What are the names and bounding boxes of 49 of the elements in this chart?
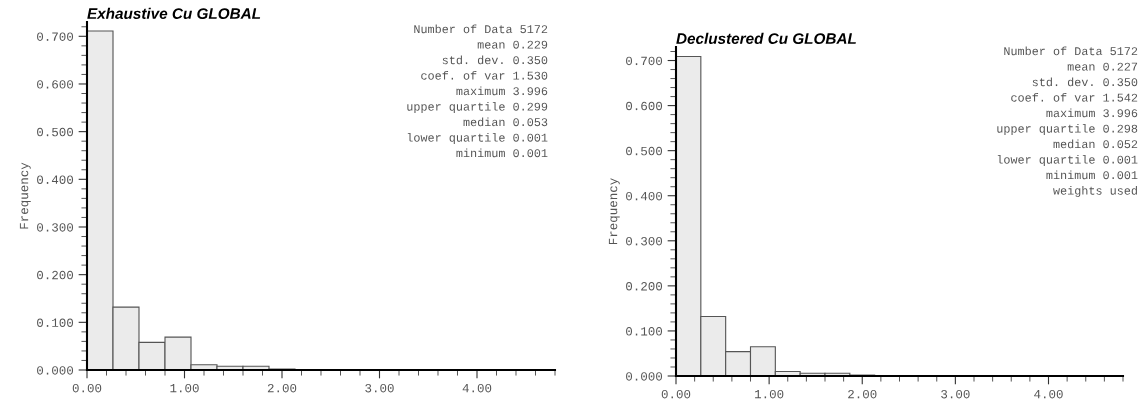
y-tick-label: 0.300 [37, 223, 74, 232]
annotation: std. dev. 0.350 [442, 55, 548, 65]
y-tick-label: 0.200 [626, 282, 663, 291]
y-tick-label: 0.500 [626, 146, 663, 156]
annotation: mean 0.227 [1067, 62, 1138, 71]
y-tick-label: 0.600 [626, 101, 663, 111]
annotation: mean 0.229 [477, 40, 548, 49]
annotation: coef. of var 1.530 [421, 71, 548, 80]
y-tick-label: 0.200 [37, 270, 74, 280]
annotation: lower quartile 0.001 [997, 155, 1138, 166]
x-tick-label: 4.00 [462, 383, 492, 393]
annotation: lower quartile 0.001 [407, 133, 548, 144]
y-tick-label: 0.700 [37, 32, 74, 41]
annotation: std. dev. 0.350 [1032, 77, 1138, 87]
y-tick-label: 0.100 [37, 318, 74, 327]
annotation: minimum 0.001 [456, 148, 548, 158]
x-tick-label: 2.00 [848, 389, 877, 399]
annotation: maximum 3.996 [1046, 108, 1138, 118]
annotation: Number of Data 5172 [414, 24, 548, 34]
y-tick-label: 0.100 [626, 327, 663, 336]
x-tick-label: 3.00 [941, 389, 970, 399]
annotation: coef. of var 1.542 [1011, 93, 1138, 102]
annotation: Number of Data 5172 [1004, 46, 1138, 56]
y-tick-label: 0.400 [37, 175, 74, 184]
x-tick-label: 2.00 [267, 383, 297, 393]
y-tick-label: 0.400 [626, 191, 663, 201]
y-tick-label: 0.000 [37, 366, 74, 375]
chart-title: Declustered Cu GLOBAL [676, 32, 856, 44]
y-tick-label: 0.500 [37, 127, 74, 137]
y-axis-title: Frequency [608, 178, 620, 245]
x-tick-label: 0.00 [661, 389, 691, 399]
x-tick-label: 3.00 [365, 383, 394, 393]
annotation: maximum 3.996 [456, 86, 548, 96]
x-tick-label: 1.00 [755, 389, 784, 399]
x-tick-label: 0.00 [72, 383, 102, 393]
annotation: weights used [1053, 186, 1137, 197]
annotation: median 0.052 [1053, 139, 1138, 149]
annotation: upper quartile 0.299 [407, 102, 548, 113]
y-tick-label: 0.000 [626, 372, 663, 381]
y-axis-title: Frequency [19, 162, 31, 229]
annotation: minimum 0.001 [1046, 170, 1138, 180]
annotation: median 0.053 [463, 117, 548, 127]
annotation: upper quartile 0.298 [997, 124, 1138, 135]
x-tick-label: 4.00 [1034, 389, 1063, 399]
y-tick-label: 0.300 [626, 236, 663, 246]
y-tick-label: 0.700 [626, 56, 663, 66]
x-tick-label: 1.00 [170, 383, 199, 393]
y-tick-label: 0.600 [37, 80, 74, 89]
chart-title: Exhaustive Cu GLOBAL [87, 7, 261, 19]
